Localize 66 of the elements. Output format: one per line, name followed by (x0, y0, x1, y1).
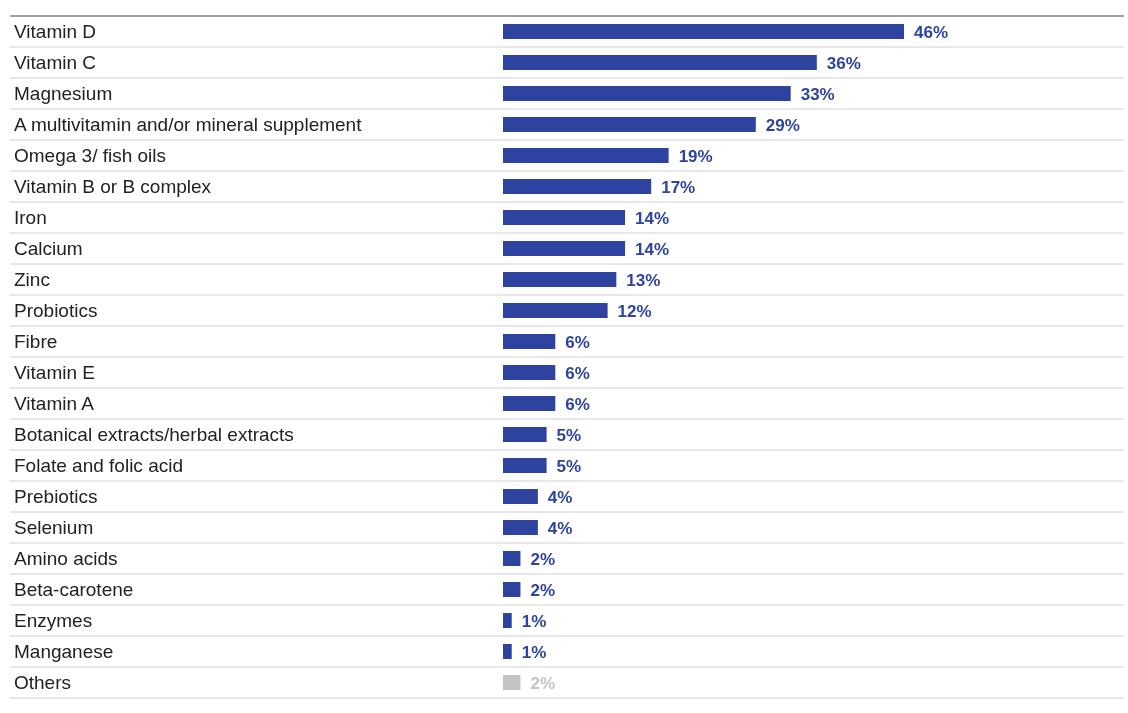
y-tick-label: Omega 3/ fish oils (14, 145, 167, 167)
y-tick-label: Selenium (14, 517, 94, 539)
bar (503, 24, 904, 39)
bar (503, 551, 521, 566)
y-tick-label: Vitamin C (14, 52, 97, 74)
y-tick-label: Probiotics (14, 300, 98, 322)
bar (503, 210, 626, 225)
y-tick-label: Zinc (14, 269, 50, 291)
bar (503, 644, 512, 659)
y-tick-label: Enzymes (14, 610, 93, 632)
data-label: 14% (635, 208, 670, 228)
y-tick-label: Others (14, 672, 72, 694)
data-label: 1% (521, 642, 547, 662)
y-tick-label: Prebiotics (14, 486, 98, 508)
y-tick-label: Beta-carotene (14, 579, 134, 601)
data-label: 4% (547, 518, 573, 538)
y-tick-label: Vitamin D (14, 21, 97, 43)
bar (503, 520, 538, 535)
bar (503, 365, 556, 380)
data-label: 6% (565, 332, 590, 352)
data-label: 17% (661, 177, 696, 197)
data-label: 6% (565, 394, 590, 414)
bar (503, 675, 521, 690)
bar (503, 427, 547, 442)
y-tick-label: Vitamin A (14, 393, 95, 415)
data-label: 13% (626, 270, 661, 290)
y-tick-label: Iron (14, 207, 47, 229)
y-tick-label: Folate and folic acid (14, 455, 183, 477)
y-tick-label: Vitamin E (14, 362, 95, 384)
data-label: 5% (556, 456, 582, 476)
y-tick-label: Vitamin B or B complex (14, 176, 212, 198)
data-label: 12% (617, 301, 652, 321)
bar (503, 334, 556, 349)
data-label: 2% (530, 580, 556, 600)
y-tick-label: Magnesium (14, 83, 113, 105)
bar (503, 396, 556, 411)
data-label: 2% (530, 673, 556, 693)
bar (503, 582, 521, 597)
data-label: 4% (547, 487, 573, 507)
bar (503, 613, 512, 628)
data-label: 36% (826, 53, 861, 73)
bar (503, 148, 669, 163)
data-label: 14% (635, 239, 670, 259)
bar (503, 241, 626, 256)
data-label: 33% (800, 84, 835, 104)
data-label: 6% (565, 363, 590, 383)
bar (503, 272, 617, 287)
y-tick-label: Amino acids (14, 548, 118, 570)
bar (503, 458, 547, 473)
data-label: 19% (678, 146, 713, 166)
data-label: 2% (530, 549, 556, 569)
bar (503, 86, 791, 101)
y-tick-label: Calcium (14, 238, 83, 260)
bar (503, 179, 652, 194)
data-label: 1% (521, 611, 547, 631)
bar (503, 489, 538, 504)
bar (503, 303, 608, 318)
data-label: 5% (556, 425, 582, 445)
y-tick-label: Botanical extracts/herbal extracts (14, 424, 294, 446)
y-tick-label: Manganese (14, 641, 114, 663)
y-tick-label: Fibre (14, 331, 58, 353)
y-tick-label: A multivitamin and/or mineral supplement (14, 114, 363, 136)
data-label: 46% (914, 22, 949, 42)
data-label: 29% (765, 115, 800, 135)
bar (503, 55, 817, 70)
bar (503, 117, 756, 132)
